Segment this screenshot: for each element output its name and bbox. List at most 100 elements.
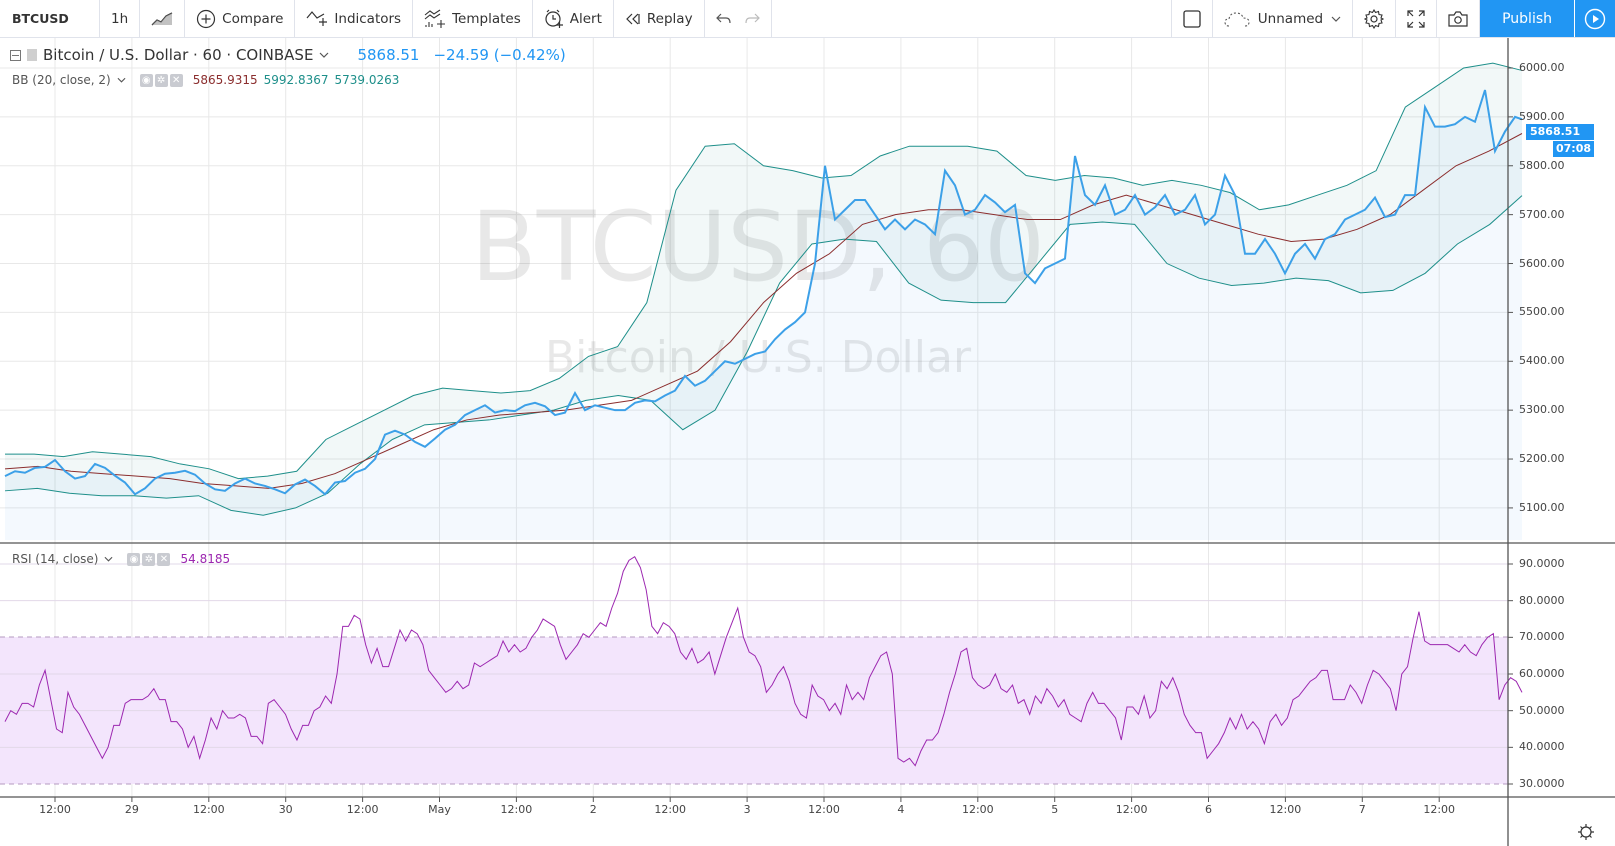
remove-close-icon[interactable]: ✕ bbox=[157, 552, 171, 566]
bb-upper-value: 5992.8367 bbox=[263, 73, 329, 87]
watermark-subtitle: Bitcoin / U.S. Dollar bbox=[545, 332, 972, 383]
chevron-down-icon[interactable] bbox=[104, 556, 113, 562]
axis-tick-label: 5500.00 bbox=[1519, 305, 1565, 319]
layout-name-label: Unnamed bbox=[1257, 10, 1324, 27]
snapshot-button[interactable] bbox=[1437, 0, 1481, 37]
axis-tick-label: 5400.00 bbox=[1519, 354, 1565, 368]
replay-icon bbox=[626, 13, 640, 24]
redo-button[interactable] bbox=[738, 0, 772, 37]
series-title[interactable]: Bitcoin / U.S. Dollar · 60 · COINBASE bbox=[43, 46, 314, 64]
chevron-down-icon[interactable] bbox=[319, 52, 329, 58]
axis-tick-label: 5200.00 bbox=[1519, 452, 1565, 466]
symbol-flag-icon bbox=[27, 49, 37, 61]
axis-tick-label: 60.0000 bbox=[1519, 667, 1565, 680]
visibility-eye-icon[interactable]: ◉ bbox=[127, 552, 141, 566]
axis-tick-label: 5800.00 bbox=[1519, 158, 1565, 172]
price-change: −24.59 (−0.42%) bbox=[433, 46, 566, 64]
symbol-label: BTCUSD bbox=[12, 11, 69, 26]
layout-menu-button[interactable]: Unnamed bbox=[1213, 0, 1354, 37]
remove-close-icon[interactable]: ✕ bbox=[169, 73, 183, 87]
time-tick-label: 12:00 bbox=[192, 803, 225, 816]
time-tick-label: 7 bbox=[1358, 803, 1366, 816]
rsi-line[interactable] bbox=[4, 555, 1523, 767]
fullscreen-icon bbox=[1407, 9, 1425, 28]
time-tick-label: 29 bbox=[124, 803, 139, 816]
play-icon bbox=[1584, 8, 1606, 29]
templates-label: Templates bbox=[452, 10, 521, 27]
visibility-eye-icon[interactable]: ◉ bbox=[139, 73, 153, 87]
chart-style-button[interactable] bbox=[140, 0, 186, 37]
publish-label: Publish bbox=[1502, 10, 1552, 27]
axis-tick-label: 5700.00 bbox=[1519, 207, 1565, 221]
top-toolbar: BTCUSD 1h Compare Indicators Templates A… bbox=[0, 0, 1615, 38]
chevron-down-icon[interactable] bbox=[117, 77, 126, 83]
gear-icon bbox=[1364, 8, 1385, 29]
time-tick-label: May bbox=[428, 803, 451, 816]
time-tick-label: 12:00 bbox=[1269, 803, 1302, 816]
axis-tick-label: 6000.00 bbox=[1519, 61, 1565, 74]
rsi-grid-lines bbox=[0, 563, 1508, 748]
axis-settings-icon[interactable] bbox=[1578, 824, 1594, 840]
time-tick-label: 30 bbox=[278, 803, 293, 816]
templates-button[interactable]: Templates bbox=[413, 0, 533, 37]
price-line[interactable] bbox=[4, 89, 1523, 496]
time-tick-label: 12:00 bbox=[1423, 803, 1456, 816]
undo-button[interactable] bbox=[705, 0, 738, 37]
redo-icon bbox=[744, 13, 760, 23]
indicators-icon bbox=[306, 10, 328, 26]
interval-label: 1h bbox=[111, 10, 129, 27]
rsi-legend: RSI (14, close) ◉ ✲ ✕ 54.8185 bbox=[12, 552, 230, 566]
axis-tick-label: 5900.00 bbox=[1519, 109, 1565, 123]
time-axis-ticks bbox=[54, 797, 1440, 802]
last-price-tag: 5868.51 bbox=[1526, 124, 1594, 140]
time-tick-label: 6 bbox=[1205, 803, 1212, 816]
replay-label: Replay bbox=[646, 10, 693, 27]
bb-label[interactable]: BB (20, close, 2) bbox=[12, 73, 111, 87]
time-tick-label: 12:00 bbox=[654, 803, 687, 816]
axis-tick-label: 40.0000 bbox=[1519, 740, 1565, 754]
settings-button[interactable] bbox=[1353, 0, 1397, 37]
fullscreen-button[interactable] bbox=[1396, 0, 1438, 37]
compare-label: Compare bbox=[222, 10, 284, 27]
time-tick-label: 3 bbox=[743, 803, 751, 816]
alert-clock-icon bbox=[545, 9, 563, 28]
cloud-icon bbox=[1224, 11, 1250, 27]
bollinger-basis-line[interactable] bbox=[4, 133, 1523, 489]
replay-button[interactable]: Replay bbox=[614, 0, 705, 37]
compare-button[interactable]: Compare bbox=[185, 0, 296, 37]
price-area-fill bbox=[5, 89, 1522, 540]
time-tick-label: 12:00 bbox=[346, 803, 379, 816]
last-price: 5868.51 bbox=[357, 46, 420, 64]
bollinger-upper-line[interactable] bbox=[5, 62, 1523, 480]
play-button[interactable] bbox=[1575, 0, 1615, 37]
axis-tick-label: 70.0000 bbox=[1519, 630, 1565, 644]
axis-tick-label: 80.0000 bbox=[1519, 593, 1565, 607]
bar-style-icon bbox=[151, 11, 173, 25]
indicators-button[interactable]: Indicators bbox=[295, 0, 414, 37]
bollinger-band-fill bbox=[5, 63, 1522, 516]
chevron-down-icon bbox=[1331, 16, 1341, 22]
symbol-search-button[interactable]: BTCUSD bbox=[0, 0, 100, 37]
time-tick-label: 12:00 bbox=[500, 803, 533, 816]
interval-button[interactable]: 1h bbox=[100, 0, 141, 37]
bollinger-lower-line[interactable] bbox=[4, 195, 1523, 516]
time-tick-label: 12:00 bbox=[1115, 803, 1148, 816]
alert-button[interactable]: Alert bbox=[533, 0, 614, 37]
settings-gear-icon[interactable]: ✲ bbox=[142, 552, 156, 566]
publish-button[interactable]: Publish bbox=[1480, 0, 1575, 37]
time-tick-label: 12:00 bbox=[39, 803, 71, 816]
select-mode-button[interactable] bbox=[1170, 0, 1213, 37]
indicators-label: Indicators bbox=[334, 10, 402, 27]
settings-gear-icon[interactable]: ✲ bbox=[154, 73, 168, 87]
rsi-label[interactable]: RSI (14, close) bbox=[12, 552, 99, 566]
time-tick-label: 2 bbox=[589, 803, 597, 816]
templates-icon bbox=[424, 9, 446, 28]
axis-tick-label: 50.0000 bbox=[1519, 703, 1565, 717]
bb-legend: BB (20, close, 2) ◉ ✲ ✕ 5865.9315 5992.8… bbox=[12, 73, 399, 87]
time-tick-label: 12:00 bbox=[808, 803, 840, 816]
alert-label: Alert bbox=[569, 10, 602, 27]
collapse-legend-icon[interactable] bbox=[10, 49, 21, 61]
time-tick-label: 4 bbox=[897, 803, 905, 816]
axis-tick-label: 5300.00 bbox=[1519, 403, 1565, 417]
